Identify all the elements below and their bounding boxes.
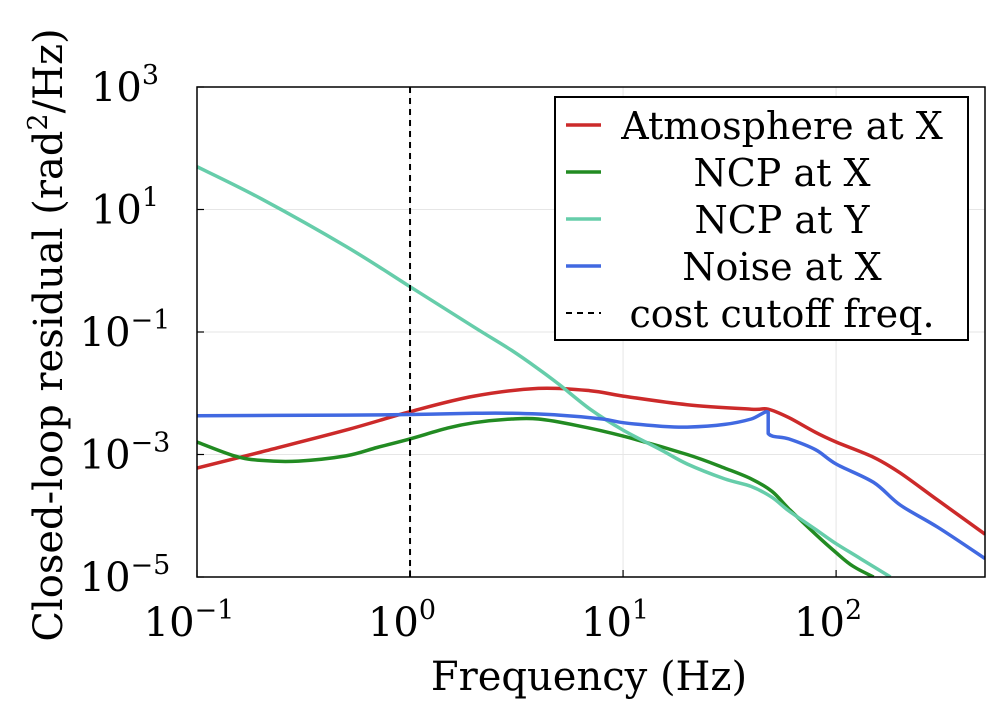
y-tick-label: 10−1 [80, 305, 171, 356]
y-tick-base: 10 [80, 433, 131, 479]
y-tick-exponent: −3 [131, 428, 171, 459]
y-tick-label: 103 [91, 60, 159, 111]
x-tick-label: 102 [794, 595, 862, 646]
x-tick-label: 100 [368, 595, 436, 646]
y-tick-exponent: 1 [142, 183, 159, 214]
y-axis-label-prefix: Closed-loop residual (rad [26, 131, 72, 642]
x-tick-label: 101 [581, 595, 649, 646]
x-tick-label: 10−1 [144, 595, 235, 646]
tick-marks [196, 86, 837, 578]
x-axis-label: Frequency (Hz) [431, 654, 747, 700]
x-tick-base: 10 [581, 600, 632, 646]
legend-label-ncp-at-y: NCP at Y [694, 198, 870, 242]
series-layer [197, 87, 985, 577]
x-tick-base: 10 [368, 600, 419, 646]
legend-box [554, 96, 969, 341]
y-tick-exponent: −5 [131, 550, 171, 581]
legend-label-cost-cutoff-freq: cost cutoff freq. [629, 292, 934, 336]
y-tick-label: 101 [91, 183, 159, 234]
x-tick-exponent: 0 [419, 595, 436, 626]
x-tick-base: 10 [794, 600, 845, 646]
legend-label-noise-at-x: Noise at X [682, 245, 881, 289]
x-tick-labels: 10−1 100 101 102 [144, 595, 863, 646]
y-tick-base: 10 [91, 188, 142, 234]
legend-label-atmosphere-at-x: Atmosphere at X [620, 104, 943, 148]
series-line-noise-at-x [197, 409, 985, 561]
y-axis-label: Closed-loop residual (rad2/Hz) [23, 28, 72, 641]
series-group [197, 87, 985, 577]
x-tick-exponent: 1 [632, 595, 649, 626]
y-tick-base: 10 [80, 310, 131, 356]
series-line-ncp-at-y [197, 165, 892, 577]
series-line-atmosphere-at-x [197, 386, 985, 536]
y-tick-base: 10 [80, 555, 131, 601]
y-axis-label-exponent: 2 [23, 113, 54, 130]
y-tick-exponent: 3 [142, 60, 159, 91]
y-tick-label: 10−5 [80, 550, 171, 601]
x-tick-base: 10 [144, 600, 195, 646]
legend-label-ncp-at-x: NCP at X [693, 151, 870, 195]
y-axis-label-suffix: /Hz) [26, 28, 72, 113]
y-tick-exponent: −1 [131, 305, 171, 336]
y-tick-base: 10 [91, 65, 142, 111]
y-tick-label: 10−3 [80, 428, 171, 479]
x-tick-exponent: 2 [845, 595, 862, 626]
x-tick-exponent: −1 [195, 595, 235, 626]
